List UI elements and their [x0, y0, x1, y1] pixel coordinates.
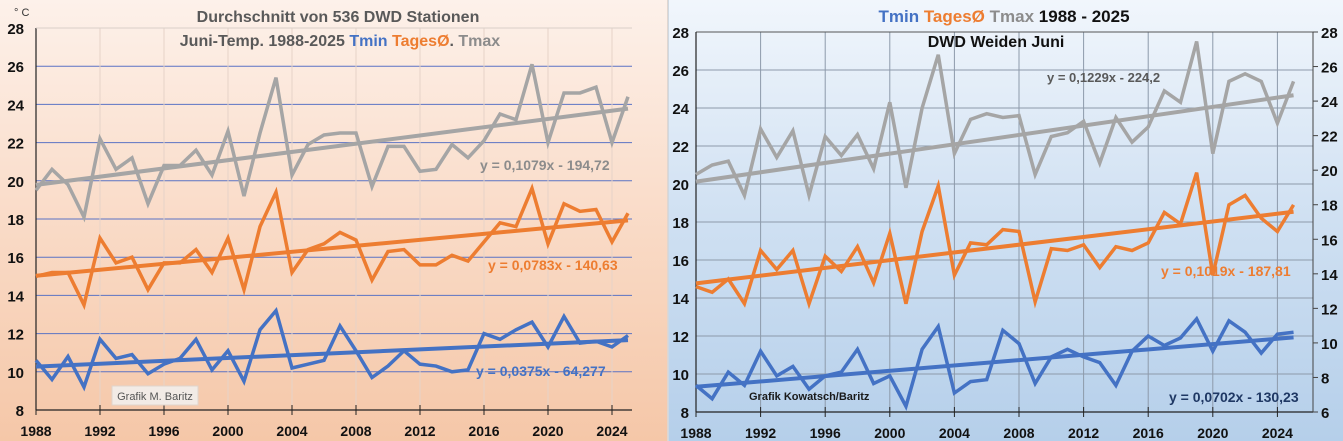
tages-trend-line [695, 209, 1294, 286]
tages-trend-label: y = 0,0783x - 140,63 [488, 257, 618, 273]
y-tick-label: 14 [7, 288, 24, 305]
tages-trend-label: y = 0,1019x - 187,81 [1161, 263, 1291, 279]
y2-tick-label: 24 [1321, 94, 1338, 111]
x-tick-label: 2020 [532, 423, 563, 439]
x-tick-label: 2004 [276, 423, 307, 439]
subtitle-prefix: Juni-Temp. 1988-2025 [180, 33, 350, 50]
tmin-series-line [694, 315, 1294, 411]
chart-title: Durchschnitt von 536 DWD Stationen [197, 9, 480, 26]
x-tick-label: 2008 [340, 423, 371, 439]
watermark: Grafik Kowatsch/Baritz [749, 391, 870, 403]
tages-series-line [695, 172, 1296, 310]
y2-tick-label: 8 [1321, 370, 1329, 387]
y-tick-label: 24 [672, 101, 689, 118]
x-tick-label: 1996 [148, 423, 179, 439]
tages-series-line [35, 183, 630, 311]
legend-tages: TagesØ [924, 7, 990, 26]
left-chart-panel: 8 10 12 14 16 18 20 22 24 26 28 1988 1992 1996 2000 200… [0, 0, 668, 441]
legend-tmax: Tmax [458, 33, 500, 50]
y-tick-label: 28 [7, 21, 24, 38]
y-tick-label: 12 [672, 329, 689, 346]
tmin-trend-line [695, 335, 1294, 389]
tmin-series-line [34, 307, 630, 392]
y-tick-label: 22 [672, 139, 689, 156]
y-tick-label: 16 [7, 250, 24, 267]
x-tick-label: 1996 [810, 425, 841, 441]
tmax-trend-line [35, 106, 629, 187]
y2-tick-label: 6 [1321, 405, 1329, 422]
y-tick-label: 18 [672, 215, 689, 232]
y-tick-label: 26 [7, 59, 24, 76]
y-tick-label: 26 [672, 63, 689, 80]
y2-tick-label: 12 [1321, 301, 1338, 318]
y-tick-label: 8 [16, 403, 24, 420]
chart-subtitle: Juni-Temp. 1988-2025 Tmin TagesØ. Tmax [180, 33, 501, 50]
legend-tmax: Tmax [990, 7, 1039, 26]
tmin-trend-line [35, 338, 629, 369]
x-tick-label: 2020 [1197, 425, 1228, 441]
x-tick-label: 2012 [404, 423, 435, 439]
y-tick-label: 18 [7, 212, 24, 229]
tages-trend-line [35, 218, 629, 278]
legend-tmin: Tmin [349, 33, 392, 50]
y2-tick-label: 28 [1321, 25, 1338, 42]
title-years: 1988 - 2025 [1039, 7, 1130, 26]
x-tick-label: 1992 [84, 423, 115, 439]
x-tick-label: 2004 [939, 425, 970, 441]
x-tick-label: 1988 [20, 423, 51, 439]
y-tick-label: 28 [672, 25, 689, 42]
y-tick-label: 24 [7, 97, 24, 114]
tmax-series-line [34, 63, 630, 223]
x-tick-label: 2024 [596, 423, 627, 439]
tmin-trend-label: y = 0,0375x - 64,277 [476, 363, 606, 379]
y-tick-label: 8 [681, 405, 689, 422]
x-tick-label: 1992 [745, 425, 776, 441]
legend-sep: . [450, 33, 459, 50]
x-tick-label: 2024 [1262, 425, 1293, 441]
y2-tick-label: 10 [1321, 336, 1338, 353]
y2-tick-label: 20 [1321, 163, 1338, 180]
watermark-box [111, 385, 199, 406]
y-tick-label: 22 [7, 136, 24, 153]
x-tick-label: 2012 [1068, 425, 1099, 441]
y2-tick-label: 22 [1321, 129, 1338, 146]
right-chart: 8 10 12 14 16 18 20 22 24 26 28 1988 1992 1996 2000 200… [672, 7, 1338, 441]
legend-tmin: Tmin [878, 7, 923, 26]
x-tick-label: 2000 [874, 425, 905, 441]
y-tick-label: 14 [672, 291, 689, 308]
y2-tick-label: 26 [1321, 60, 1338, 77]
y-tick-label: 20 [672, 177, 689, 194]
chart-subtitle: DWD Weiden Juni [928, 34, 1065, 51]
x-tick-label: 2016 [1133, 425, 1164, 441]
unit-label: ° C [14, 7, 29, 19]
right-chart-panel: 8 10 12 14 16 18 20 22 24 26 28 1988 1992 1996 2000 200… [668, 0, 1343, 441]
y-tick-label: 20 [7, 174, 24, 191]
tmin-trend-label: y = 0,0702x - 130,23 [1169, 389, 1299, 405]
tmax-series-line [695, 41, 1296, 203]
x-tick-label: 1988 [680, 425, 711, 441]
y2-tick-label: 14 [1321, 267, 1338, 284]
left-chart: 8 10 12 14 16 18 20 22 24 26 28 1988 1992 1996 2000 200… [7, 7, 632, 439]
y2-tick-label: 18 [1321, 198, 1338, 215]
x-tick-label: 2008 [1003, 425, 1034, 441]
tmax-trend-label: y = 0,1229x - 224,2 [1047, 70, 1160, 85]
chart-title: Tmin TagesØ Tmax 1988 - 2025 [878, 7, 1129, 26]
tmax-trend-label: y = 0,1079x - 194,72 [480, 157, 610, 173]
x-tick-label: 2016 [468, 423, 499, 439]
y-tick-label: 10 [7, 365, 24, 382]
y-tick-label: 16 [672, 253, 689, 270]
y-tick-label: 12 [7, 327, 24, 344]
legend-tages: TagesØ [392, 33, 450, 50]
y-tick-label: 10 [672, 367, 689, 384]
x-tick-label: 2000 [212, 423, 243, 439]
y2-tick-label: 16 [1321, 232, 1338, 249]
watermark: Grafik M. Baritz [117, 391, 193, 403]
tmax-trend-line [695, 93, 1294, 184]
